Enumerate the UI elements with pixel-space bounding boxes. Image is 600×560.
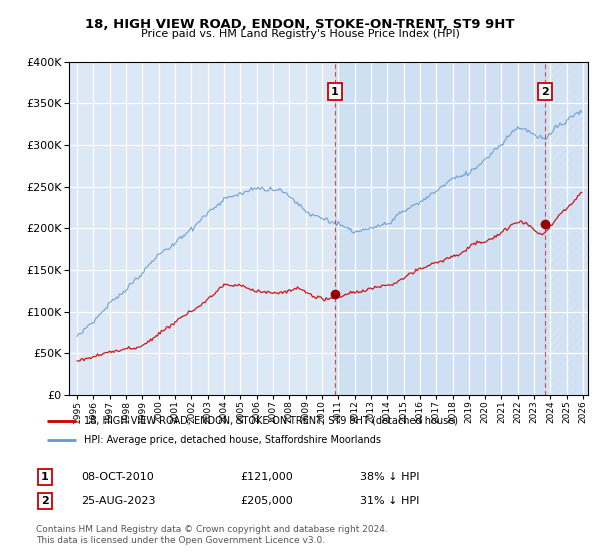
Text: Contains HM Land Registry data © Crown copyright and database right 2024.
This d: Contains HM Land Registry data © Crown c… <box>36 525 388 545</box>
Text: 25-AUG-2023: 25-AUG-2023 <box>81 496 155 506</box>
Text: 1: 1 <box>41 472 49 482</box>
Text: 2: 2 <box>41 496 49 506</box>
Text: 1: 1 <box>331 87 338 96</box>
Bar <box>545 62 591 395</box>
Text: 18, HIGH VIEW ROAD, ENDON, STOKE-ON-TRENT, ST9 9HT (detached house): 18, HIGH VIEW ROAD, ENDON, STOKE-ON-TREN… <box>83 416 458 426</box>
Text: 31% ↓ HPI: 31% ↓ HPI <box>360 496 419 506</box>
Text: £205,000: £205,000 <box>240 496 293 506</box>
Bar <box>335 62 545 395</box>
Text: 2: 2 <box>541 87 548 96</box>
Text: 08-OCT-2010: 08-OCT-2010 <box>81 472 154 482</box>
Text: £121,000: £121,000 <box>240 472 293 482</box>
Text: Price paid vs. HM Land Registry's House Price Index (HPI): Price paid vs. HM Land Registry's House … <box>140 29 460 39</box>
Text: 18, HIGH VIEW ROAD, ENDON, STOKE-ON-TRENT, ST9 9HT: 18, HIGH VIEW ROAD, ENDON, STOKE-ON-TREN… <box>85 18 515 31</box>
Text: 38% ↓ HPI: 38% ↓ HPI <box>360 472 419 482</box>
Text: HPI: Average price, detached house, Staffordshire Moorlands: HPI: Average price, detached house, Staf… <box>83 435 380 445</box>
